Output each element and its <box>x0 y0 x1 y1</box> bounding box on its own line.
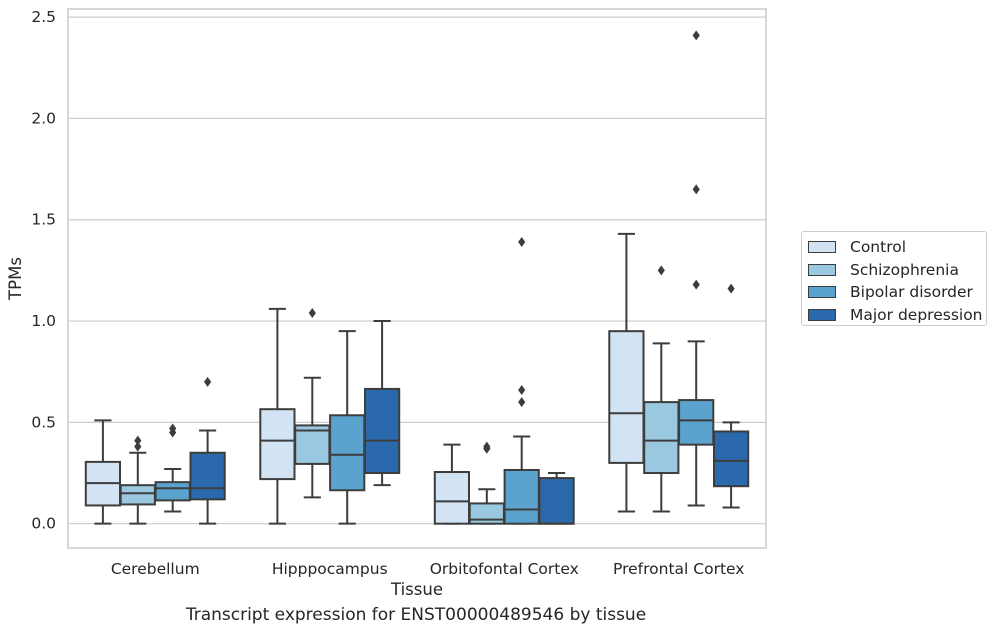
box <box>712 430 750 488</box>
box <box>468 502 505 525</box>
outlier-point <box>518 384 526 395</box>
legend-label: Major depression <box>850 305 983 324</box>
x-tick-label: Prefrontal Cortex <box>613 560 744 578</box>
outlier-point <box>204 376 212 387</box>
x-tick-label: Orbitofontal Cortex <box>430 560 579 578</box>
box <box>643 401 680 475</box>
plot-frame <box>67 8 767 549</box>
legend-item: Schizophrenia <box>808 259 980 282</box>
x-tick-label: Hipppocampus <box>272 560 388 578</box>
legend-swatch-major-depression <box>808 308 836 321</box>
box <box>678 399 715 446</box>
box <box>433 471 471 525</box>
y-tick-label: 1.5 <box>31 211 56 229</box>
figure-caption: Transcript expression for ENST0000048954… <box>185 605 647 625</box>
outlier-point <box>692 184 700 195</box>
box <box>154 481 191 502</box>
box <box>329 414 366 492</box>
legend-label: Schizophrenia <box>850 260 959 279</box>
box <box>363 387 401 475</box>
y-tick-label: 0.5 <box>31 413 56 431</box>
outlier-point <box>169 423 177 434</box>
outlier-point <box>518 237 526 248</box>
outlier-point <box>308 307 316 318</box>
outlier-point <box>657 265 665 276</box>
legend-label: Control <box>850 238 907 257</box>
box <box>503 468 540 525</box>
outlier-point <box>727 283 735 294</box>
x-axis-label: Tissue <box>390 580 443 599</box>
y-tick-label: 0.0 <box>31 515 56 533</box>
x-tick-label: Cerebellum <box>111 560 200 578</box>
outlier-point <box>134 441 142 452</box>
box <box>538 477 575 525</box>
y-tick-label: 2.5 <box>31 8 56 26</box>
outlier-point <box>134 435 142 446</box>
outlier-point <box>692 279 700 290</box>
legend-label: Bipolar disorder <box>850 283 973 302</box>
y-tick-label: 2.0 <box>31 109 56 127</box>
legend-item: Major depression <box>808 304 983 327</box>
outlier-point <box>518 397 526 408</box>
legend-swatch-bipolar <box>808 286 836 299</box>
box <box>259 408 296 481</box>
legend: Control Schizophrenia Bipolar disorder M… <box>801 231 987 326</box>
box <box>189 451 226 501</box>
legend-swatch-control <box>808 241 836 254</box>
legend-item: Control <box>808 236 980 259</box>
outlier-point <box>483 441 491 452</box>
y-axis-label: TPMs <box>6 257 25 301</box>
legend-item: Bipolar disorder <box>808 281 980 304</box>
box <box>119 484 156 506</box>
box <box>608 330 645 464</box>
outlier-point <box>692 30 700 41</box>
legend-swatch-schizophrenia <box>808 263 836 276</box>
box <box>294 424 331 465</box>
y-tick-label: 1.0 <box>31 312 56 330</box>
